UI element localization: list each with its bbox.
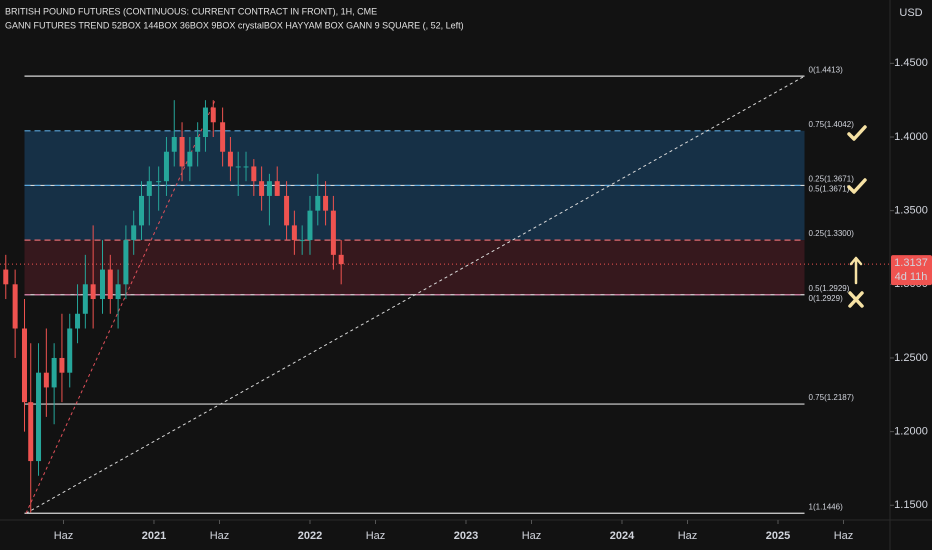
x-tick-label: Haz [678,530,698,542]
x-tick-label: 2022 [298,530,322,542]
x-tick-label: 2024 [610,530,635,542]
y-tick-label: 1.4500 [894,57,928,69]
level-label: 0(1.2929) [809,294,844,303]
x-tick-label: Haz [54,530,74,542]
candle-body [3,269,9,285]
x-tick-label: Haz [834,530,854,542]
check-icon [847,178,867,194]
candle-body [227,151,233,167]
zone [24,240,805,295]
level-label: 0(1.4413) [809,65,844,74]
candle-body [235,166,241,168]
countdown-label: 4d 11h [895,271,928,283]
candle-body [163,151,169,182]
trendline [25,75,805,514]
candle-body [220,122,226,152]
candle-body [202,107,208,137]
y-tick-label: 1.2000 [894,426,928,438]
candle-body [251,166,257,182]
y-tick-label: 1.3500 [894,205,928,217]
candle-body [146,181,152,196]
level-label: 0.75(1.4042) [809,120,855,129]
candle-body [131,225,137,241]
candle-body [195,136,201,152]
arrow-icon [849,256,863,285]
candle-body [299,240,305,242]
candle-body [36,372,42,462]
y-tick-label: 1.4000 [894,131,928,143]
candle-body [99,269,105,300]
indicator-title: GANN FUTURES TREND 52BOX 144BOX 36BOX 9B… [5,20,464,30]
candle-body [156,181,162,183]
x-tick-label: 2023 [454,530,478,542]
last-price-box [891,255,932,286]
candle-body [43,372,49,388]
currency-label: USD [899,7,922,19]
candle-body [28,402,34,462]
candle-body [210,107,216,123]
candle-body [266,181,272,196]
plot-area: 0(1.4413) 0.75(1.4042) 0.25(1.3671)0.5(1.3… [0,65,890,514]
candle-body [107,269,113,300]
candle-body [75,313,81,329]
candle-body [291,225,297,241]
x-tick-label: Haz [522,530,542,542]
candle-body [274,181,280,196]
level-label: 0.5(1.3671) [809,185,850,194]
candle-body [307,210,313,241]
level-label: 0.25(1.3671) [809,175,855,184]
candle-body [12,284,18,329]
candle-body [315,195,321,211]
candle-body [138,195,144,226]
candle-body [259,181,265,196]
x-tick-label: Haz [366,530,386,542]
y-tick-label: 1.1500 [894,499,928,511]
x-tick-label: 2025 [766,530,790,542]
candle-body [67,328,73,373]
candle-body [338,254,344,265]
candle-body [284,195,290,226]
last-price-label: 1.3137 [894,257,928,269]
candle-body [51,357,57,388]
candle-body [115,284,121,300]
x-tick-label: 2021 [142,530,166,542]
candle-body [179,136,185,167]
level-label: 1(1.1446) [809,502,844,511]
candle-body [21,328,27,403]
icons [847,125,867,308]
candle-body [171,136,177,152]
candle-body [187,151,193,167]
candle-body [323,195,329,211]
candle-body [243,166,249,168]
chart-title: BRITISH POUND FUTURES (CONTINUOUS: CURRE… [5,6,377,16]
candle-body [123,240,129,285]
candle-body [59,357,65,373]
level-label: 0.5(1.2929) [809,284,850,293]
candle-body [82,284,88,314]
candle-body [90,284,96,300]
candle-body [330,210,336,255]
check-icon [847,125,867,141]
cross-icon [848,291,864,308]
level-label: 0.25(1.3300) [809,229,855,238]
y-tick-label: 1.2500 [894,352,928,364]
level-label: 0.75(1.2187) [809,393,855,402]
x-tick-label: Haz [210,530,230,542]
